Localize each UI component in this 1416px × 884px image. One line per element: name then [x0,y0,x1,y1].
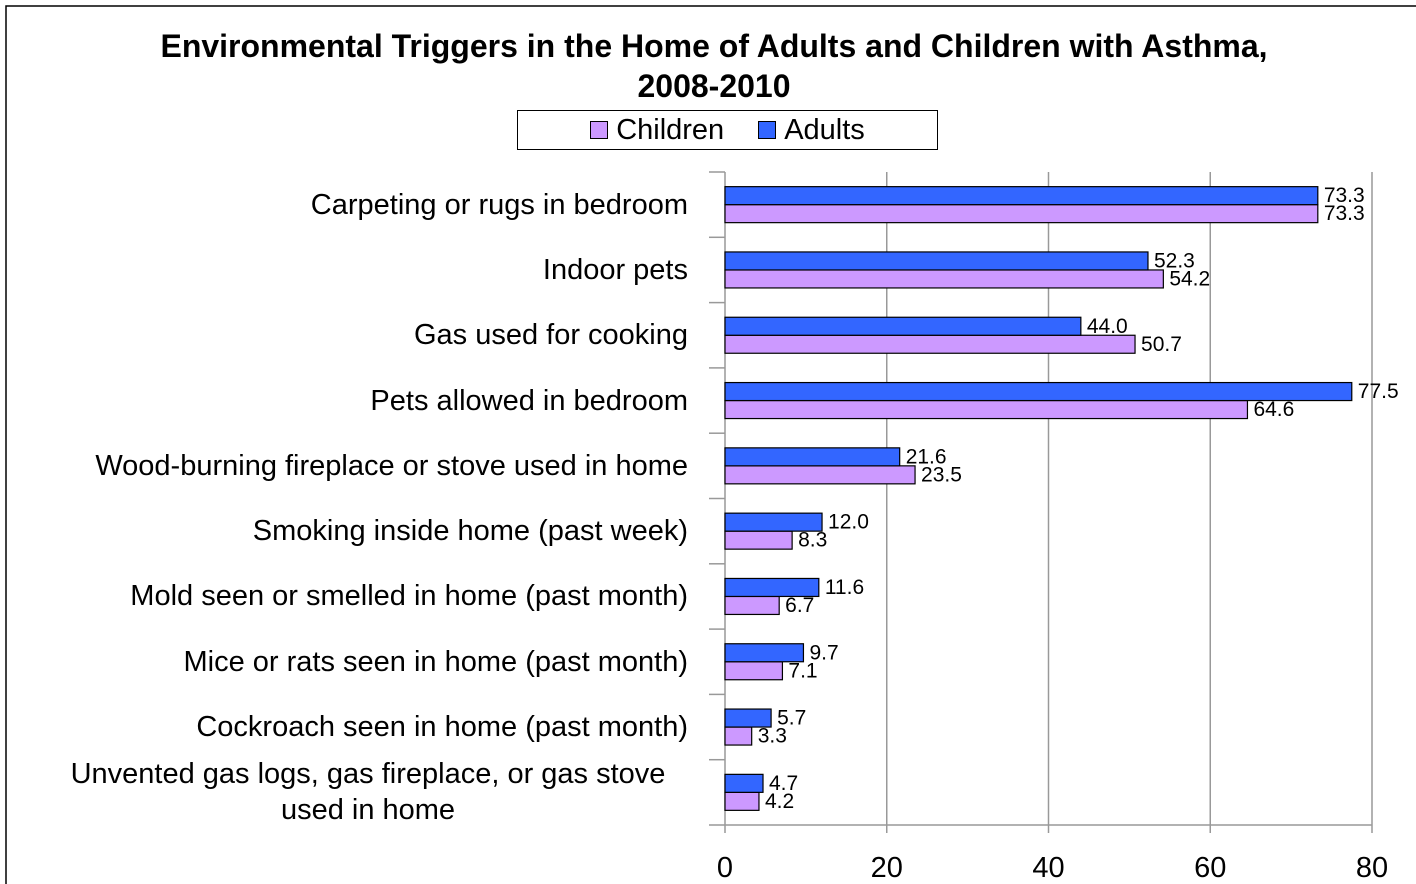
bar [724,399,1249,420]
y-tick-label-box: Smoking inside home (past week) [28,513,688,549]
chart-title: Environmental Triggers in the Home of Ad… [160,28,1268,104]
legend-item: Adults [758,114,865,147]
bar [724,726,753,746]
legend-item: Children [590,114,724,147]
value-label: 7.1 [788,659,817,682]
bar [724,447,901,467]
value-label: 4.7 [769,772,798,795]
bar [724,186,1319,206]
value-label: 4.2 [765,790,794,813]
frame [5,5,1416,884]
value-label: 3.3 [758,725,787,748]
value-label: 52.3 [1154,249,1195,272]
x-tick-label: 60 [1194,852,1226,884]
legend-swatch [758,121,777,139]
y-tick-label-box: Indoor pets [28,252,688,288]
y-tick-label: Pets allowed in bedroom [370,384,688,417]
bar [724,791,760,811]
x-tick-label: 20 [871,852,903,884]
y-tick-label-box: Cockroach seen in home (past month) [28,709,688,745]
value-label: 12.0 [828,511,869,534]
y-tick-label: Indoor pets [542,253,688,286]
value-label: 11.6 [825,576,864,599]
y-tick-label: Carpeting or rugs in bedroom [310,188,688,221]
bar [724,269,1164,289]
y-tick-label-box: Pets allowed in bedroom [28,383,688,419]
value-label: 8.3 [798,529,827,552]
y-tick-label-box: Gas used for cooking [28,317,688,353]
bar [724,381,1353,402]
value-label: 44.0 [1087,315,1128,338]
x-tick-label: 80 [1356,852,1388,884]
y-tick-label-box: Unvented gas logs, gas fireplace, or gas… [28,756,688,828]
y-tick-label: Mice or rats seen in home (past month) [183,645,688,678]
bar [724,708,772,728]
bar [724,661,784,681]
legend: Children Adults [517,110,938,150]
value-label: 21.6 [906,445,947,468]
value-label: 77.5 [1358,380,1399,403]
bar [724,204,1319,224]
y-tick-label-box: Wood-burning fireplace or stove used in … [28,448,688,484]
bar [724,251,1149,271]
bar [724,577,820,598]
bar [724,595,780,616]
x-tick-label: 40 [1032,852,1064,884]
bar [724,773,764,793]
y-tick-label: Smoking inside home (past week) [252,515,688,548]
x-tick-label: 0 [717,852,733,884]
y-tick-label-box: Carpeting or rugs in bedroom [28,187,688,223]
y-tick-label: Cockroach seen in home (past month) [196,711,688,744]
bar [724,465,916,485]
value-label: 9.7 [809,641,838,664]
bar [724,530,793,550]
value-label: 6.7 [785,594,814,617]
y-tick-label: Wood-burning fireplace or stove used in … [95,449,688,482]
legend-swatch [590,121,609,139]
value-label: 73.3 [1324,184,1365,207]
bar [724,643,805,663]
y-tick-label-box: Mold seen or smelled in home (past month… [28,578,688,614]
value-label: 73.3 [1324,202,1365,225]
legend-label: Adults [784,113,865,146]
y-tick-label: Unvented gas logs, gas fireplace, or gas… [70,758,666,827]
bar [724,334,1136,354]
bar [724,512,823,532]
value-label: 50.7 [1141,333,1182,356]
legend-label: Children [616,113,725,146]
y-tick-label-box: Mice or rats seen in home (past month) [28,644,688,680]
bar [724,316,1082,336]
value-label: 23.5 [921,463,962,486]
y-tick-label: Gas used for cooking [413,319,688,352]
value-label: 54.2 [1169,267,1210,290]
value-label: 5.7 [777,707,806,730]
value-label: 64.6 [1253,398,1294,421]
y-tick-label: Mold seen or smelled in home (past month… [130,580,688,613]
